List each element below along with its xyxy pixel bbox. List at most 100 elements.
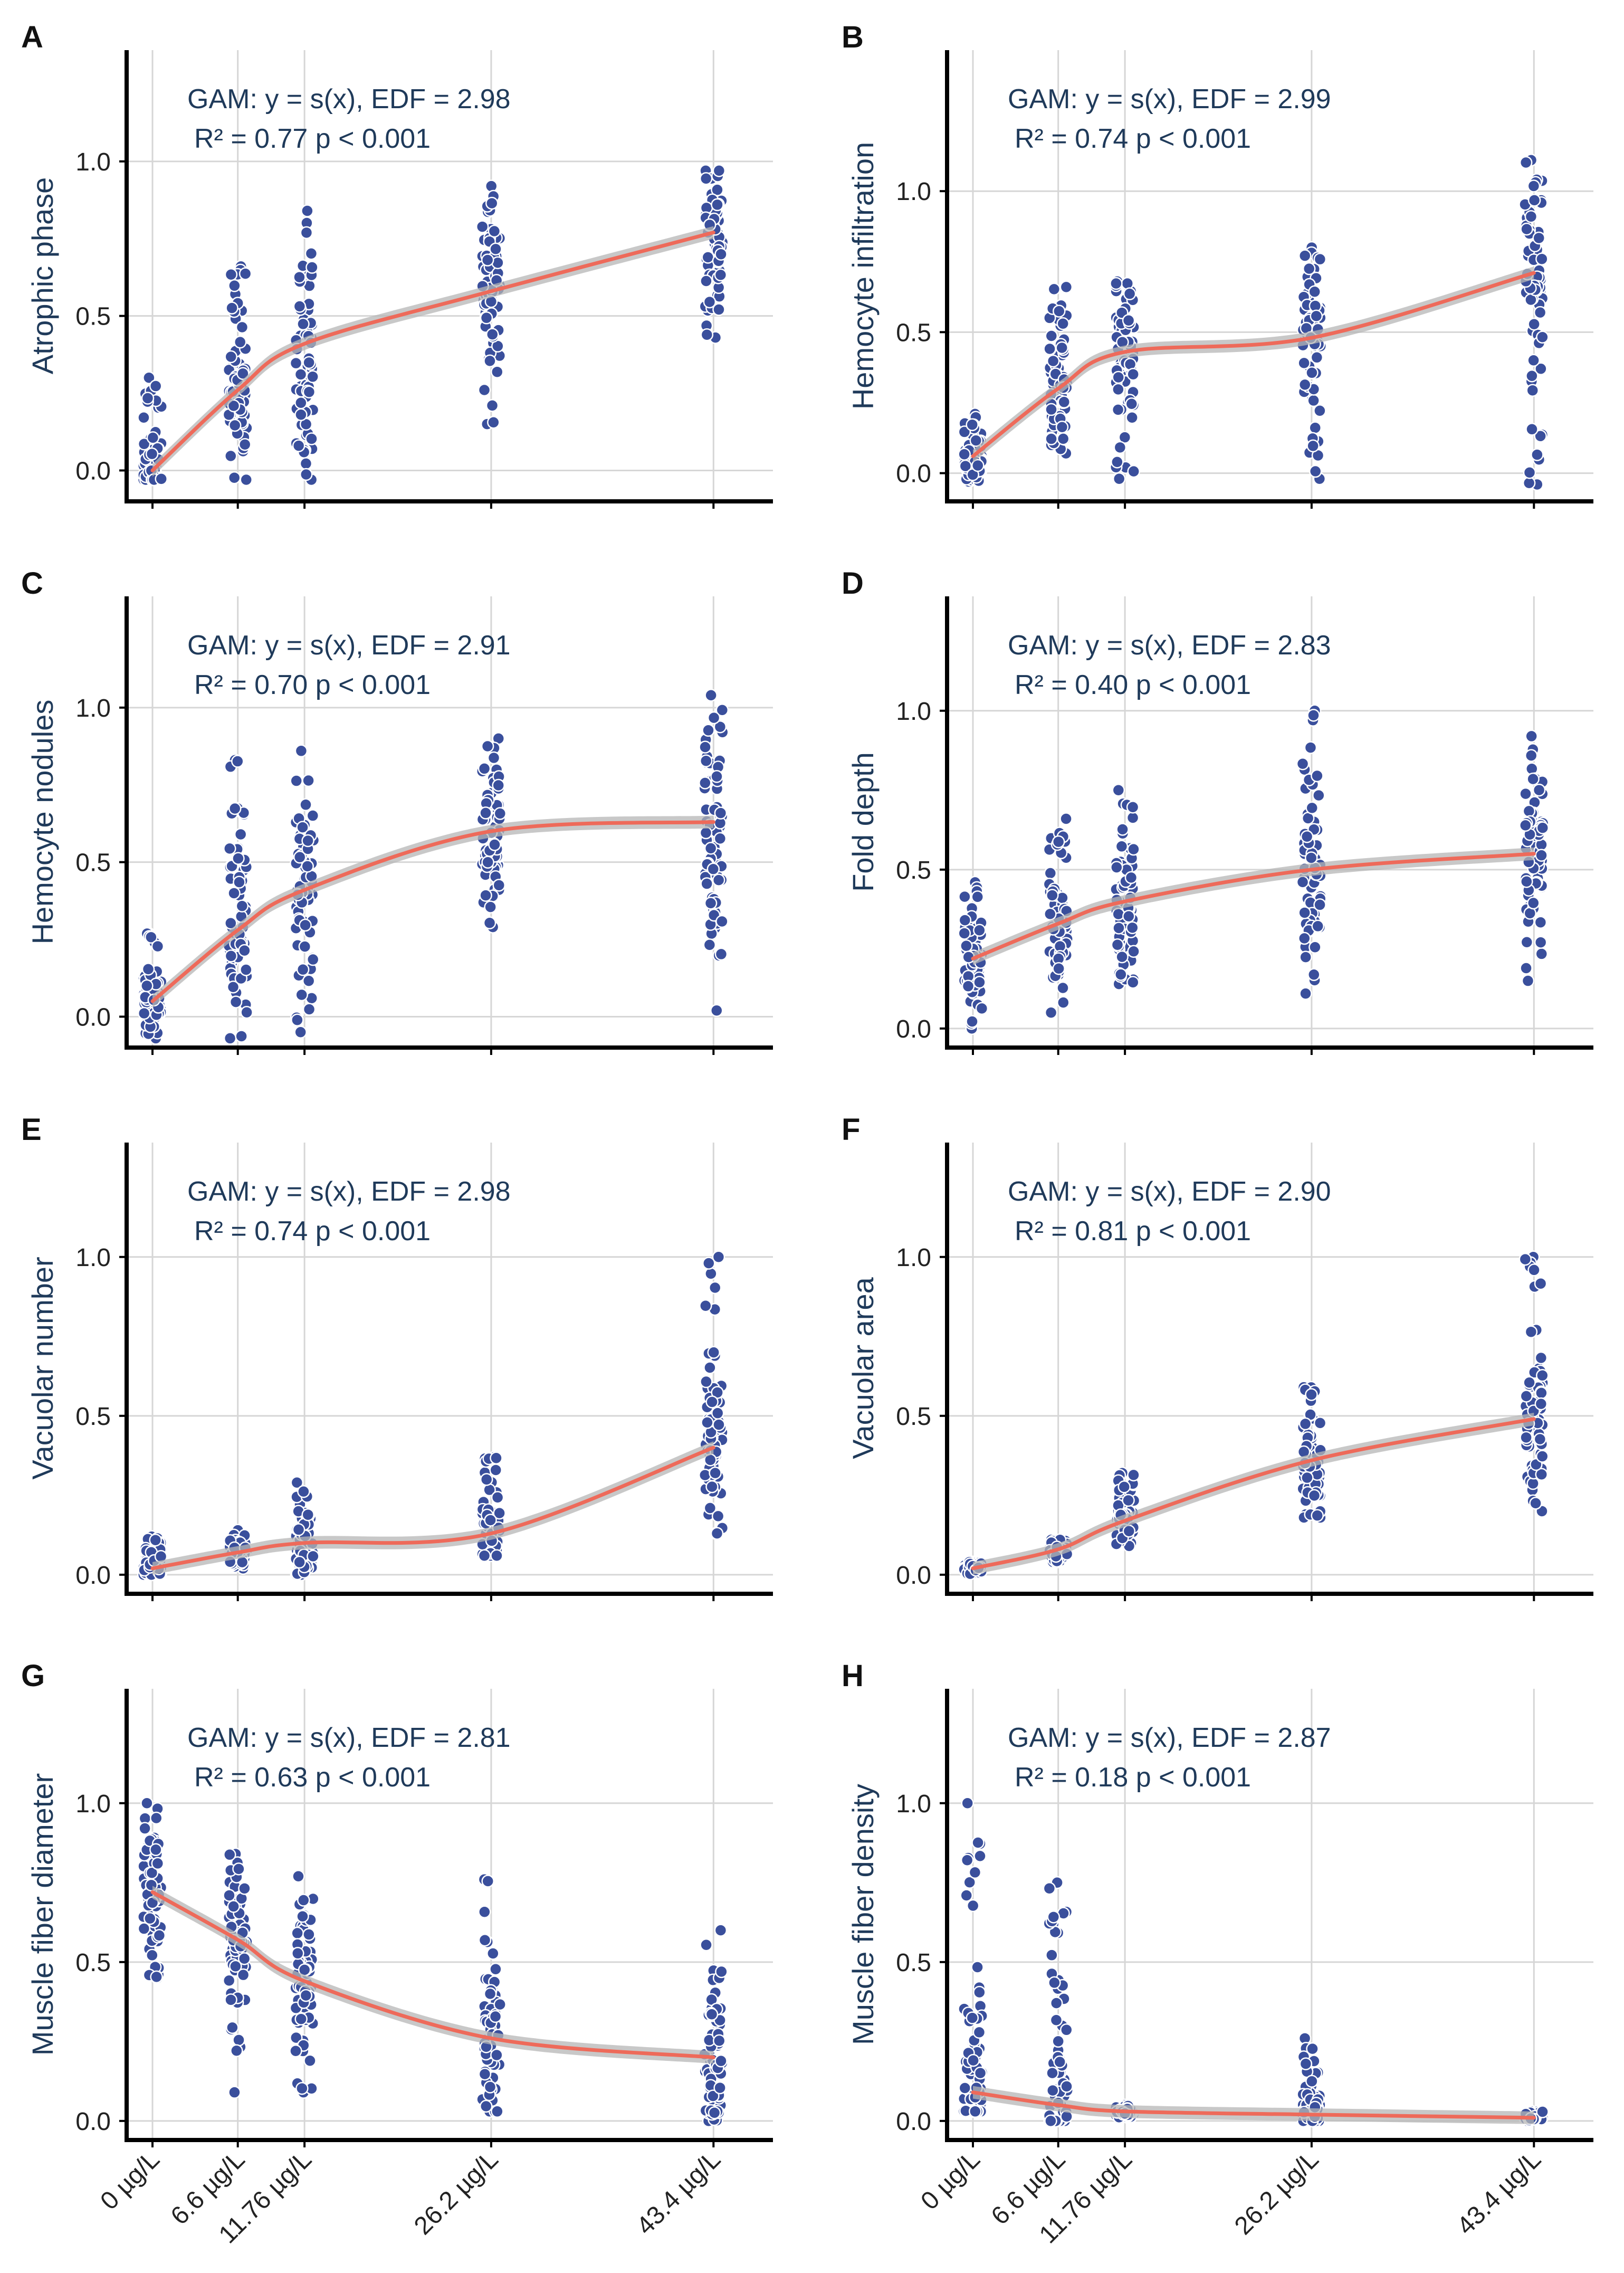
- data-point: [1305, 2075, 1319, 2088]
- data-point: [1053, 305, 1066, 318]
- data-point: [1527, 194, 1541, 207]
- data-point: [1535, 1386, 1548, 1400]
- data-point: [487, 751, 501, 765]
- data-point: [961, 1796, 974, 1810]
- y-tick-label: 0.5: [75, 849, 111, 877]
- data-point: [300, 468, 313, 481]
- data-point: [232, 2033, 245, 2047]
- data-point: [700, 274, 713, 288]
- y-tick-label: 0.5: [896, 1403, 931, 1431]
- data-point: [477, 1549, 491, 1562]
- data-point: [486, 1947, 500, 1960]
- data-point: [302, 974, 316, 987]
- panel-a: A 0.0 0.5 1.0 Atrophic phase GAM: y = s(x), E…: [21, 20, 773, 509]
- data-point: [227, 887, 241, 900]
- data-point: [702, 724, 715, 737]
- gam-annotation-line2: R² = 0.81 p < 0.001: [1015, 1216, 1251, 1247]
- data-point: [490, 1451, 503, 1464]
- data-point: [1527, 896, 1540, 910]
- data-point: [290, 1476, 304, 1489]
- data-point: [292, 1523, 305, 1536]
- y-axis-title: Hemocyte infiltration: [846, 142, 880, 410]
- data-point: [1535, 947, 1549, 960]
- data-point: [1311, 769, 1324, 783]
- data-point: [712, 303, 725, 316]
- data-point: [222, 1974, 236, 1987]
- x-tick-label: 26.2 µg/L: [1229, 2145, 1324, 2240]
- data-point: [226, 981, 240, 994]
- data-point: [701, 251, 715, 264]
- data-point: [1308, 285, 1321, 298]
- data-point: [302, 1928, 316, 1941]
- data-point: [1307, 394, 1320, 407]
- data-point: [711, 1406, 724, 1420]
- data-point: [701, 1416, 714, 1429]
- data-point: [297, 1485, 310, 1498]
- data-point: [137, 411, 150, 424]
- confidence-band: [973, 847, 1534, 965]
- data-point: [232, 1862, 245, 1876]
- data-point: [138, 1822, 151, 1835]
- data-point: [1535, 849, 1548, 862]
- data-point: [708, 1281, 722, 1295]
- data-point: [296, 821, 309, 834]
- data-point: [292, 1869, 305, 1883]
- gam-annotation-line2: R² = 0.40 p < 0.001: [1015, 670, 1251, 700]
- data-point: [293, 1555, 306, 1569]
- data-point: [1529, 1497, 1542, 1510]
- data-point: [973, 975, 986, 989]
- data-point: [1534, 936, 1547, 949]
- data-point: [1046, 2084, 1059, 2097]
- data-point: [1123, 287, 1136, 300]
- data-point: [233, 335, 247, 349]
- data-point: [235, 320, 249, 334]
- gam-annotation-line1: GAM: y = s(x), EDF = 2.98: [187, 84, 511, 115]
- data-point: [1044, 2114, 1057, 2128]
- data-point: [229, 995, 243, 1009]
- data-point: [707, 1346, 720, 1359]
- data-point: [477, 383, 491, 397]
- data-point: [1112, 921, 1125, 935]
- data-point: [230, 2044, 243, 2058]
- x-tick-label: 0 µg/L: [95, 2145, 165, 2215]
- y-axis-title: Vacuolar area: [846, 1277, 880, 1459]
- data-point: [477, 762, 491, 775]
- data-point: [299, 798, 312, 812]
- data-point: [966, 1899, 980, 1913]
- data-point: [1521, 974, 1535, 987]
- data-point: [699, 1299, 712, 1313]
- data-point: [483, 916, 496, 929]
- panel-c: C 0.0 0.5 1.0 Hemocyte nodules GAM: y = s(x),…: [21, 566, 773, 1055]
- data-point: [484, 900, 497, 914]
- data-point: [710, 1527, 724, 1540]
- data-point: [1047, 282, 1061, 296]
- data-point: [227, 471, 241, 484]
- data-point: [1113, 441, 1127, 454]
- data-point: [298, 940, 312, 953]
- data-point: [1527, 179, 1541, 193]
- data-point: [713, 832, 727, 845]
- scatter-points: [958, 704, 1550, 1035]
- gam-annotation-line2: R² = 0.70 p < 0.001: [194, 670, 431, 700]
- data-point: [493, 807, 507, 820]
- data-point: [1048, 1976, 1061, 1990]
- data-point: [300, 226, 313, 240]
- data-point: [1533, 306, 1547, 319]
- data-point: [297, 1894, 310, 1907]
- data-point: [294, 368, 308, 381]
- data-point: [1127, 1468, 1140, 1482]
- data-point: [1298, 931, 1311, 945]
- data-point: [1112, 383, 1125, 396]
- data-point: [1536, 1369, 1549, 1382]
- data-point: [289, 2044, 302, 2058]
- data-point: [238, 438, 252, 451]
- data-point: [235, 899, 249, 913]
- data-point: [1052, 962, 1065, 975]
- panel-f: F 0.0 0.5 1.0 Vacuolar area GAM: y = s(x), ED…: [842, 1112, 1593, 1601]
- data-point: [480, 1473, 493, 1486]
- data-point: [296, 1910, 309, 1923]
- y-axis-title: Muscle fiber diameter: [26, 1773, 59, 2056]
- data-point: [304, 247, 318, 260]
- data-point: [294, 1025, 307, 1039]
- data-point: [967, 2053, 980, 2067]
